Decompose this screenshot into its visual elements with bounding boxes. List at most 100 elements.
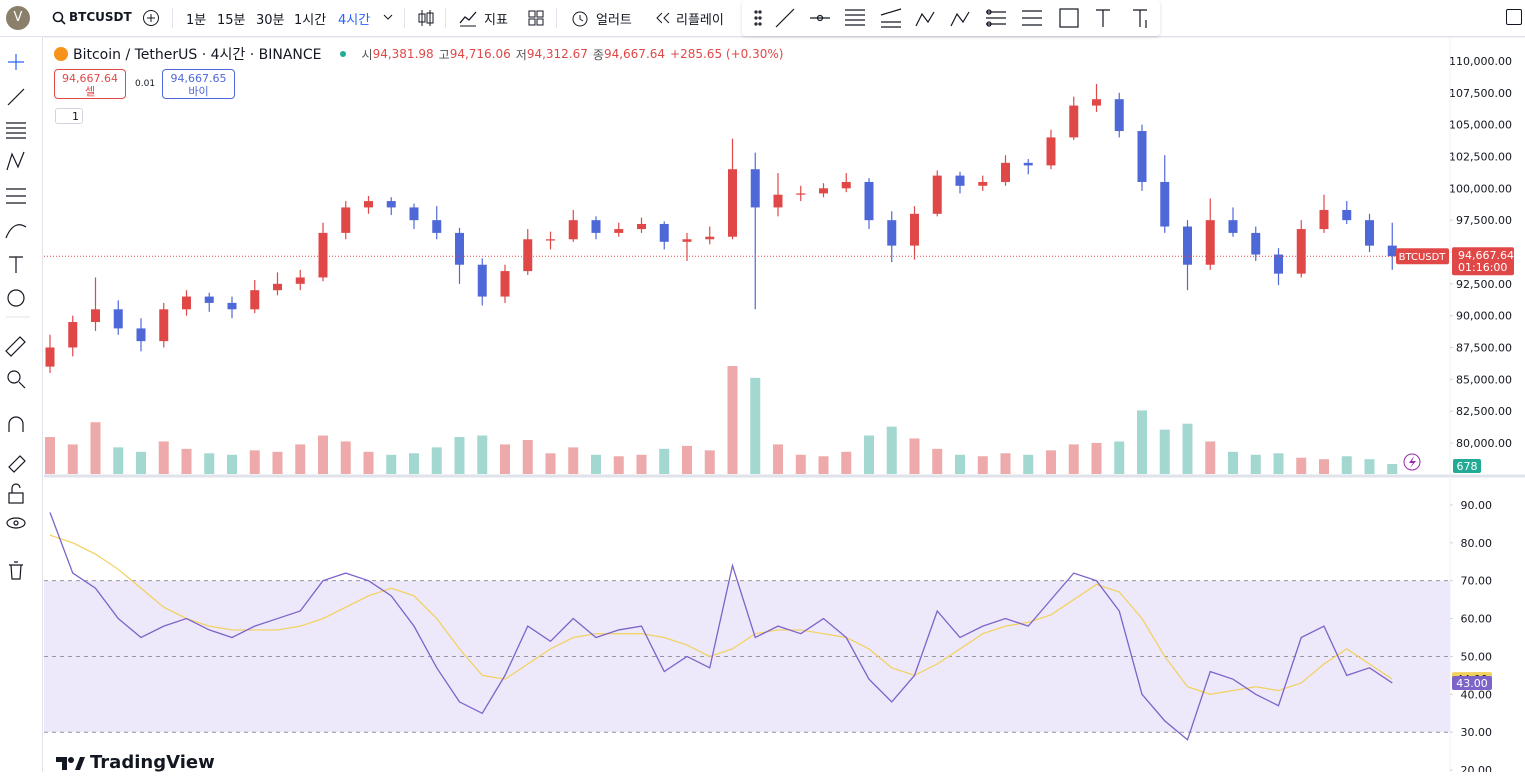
candle-body bbox=[978, 181, 988, 186]
candle-body bbox=[386, 201, 396, 208]
y-tick-label: 82,500.00 bbox=[1456, 405, 1512, 418]
y-tick-label: 102,500.00 bbox=[1449, 150, 1512, 163]
candle-body bbox=[159, 309, 169, 342]
volume-bar bbox=[318, 435, 328, 474]
candle-body bbox=[1046, 137, 1056, 166]
volume-tag-text: 678 bbox=[1457, 460, 1478, 473]
quantity-dropdown[interactable]: 1 bbox=[55, 108, 83, 124]
candle-body bbox=[182, 296, 191, 310]
candle-body bbox=[1274, 254, 1283, 274]
y-tick-label: 92,500.00 bbox=[1456, 278, 1512, 291]
alert-button[interactable]: 얼러트 bbox=[596, 13, 632, 28]
candle-body bbox=[841, 181, 851, 189]
volume-bar bbox=[181, 448, 192, 474]
low-value: 94,312.67 bbox=[526, 47, 588, 61]
volume-tag bbox=[1453, 459, 1481, 473]
volume-bar bbox=[977, 456, 988, 474]
candle-body bbox=[455, 232, 464, 265]
volume-bar bbox=[158, 441, 169, 474]
interval-button[interactable]: 15분 bbox=[217, 13, 246, 28]
y-tick-label: 87,500.00 bbox=[1456, 341, 1512, 354]
volume-bar bbox=[1182, 423, 1193, 474]
volume-bar bbox=[249, 450, 260, 474]
volume-bar bbox=[431, 447, 442, 474]
candle-body bbox=[409, 207, 419, 221]
rsi-line bbox=[49, 534, 1393, 695]
rsi-tick-label: 90.00 bbox=[1461, 499, 1493, 512]
candle-body bbox=[796, 193, 806, 195]
candle-body bbox=[1365, 220, 1374, 246]
candle-body bbox=[295, 277, 305, 284]
replay-icon[interactable] bbox=[655, 12, 671, 24]
volume-bar bbox=[1341, 456, 1352, 474]
volume-bar bbox=[682, 445, 692, 474]
rsi-tick-label: 80.00 bbox=[1461, 537, 1493, 550]
volume-bar bbox=[1000, 453, 1011, 474]
coin-icon bbox=[54, 47, 68, 61]
price-tag-text: 94,667.64 bbox=[1458, 249, 1514, 262]
volume-bar bbox=[204, 453, 215, 474]
candle-body bbox=[1069, 105, 1079, 138]
interval-button[interactable]: 1시간 bbox=[294, 13, 327, 28]
layout-icon[interactable] bbox=[528, 10, 544, 26]
candle-body bbox=[910, 213, 919, 246]
candle-body bbox=[1114, 99, 1124, 132]
tool-icons[interactable] bbox=[0, 37, 42, 772]
candle-body bbox=[1183, 226, 1192, 265]
interval-button[interactable]: 30분 bbox=[256, 13, 285, 28]
candle-body bbox=[1342, 209, 1352, 221]
volume-bar bbox=[363, 451, 374, 474]
y-tick-label: 105,000.00 bbox=[1449, 119, 1512, 132]
candle-body bbox=[705, 236, 715, 240]
volume-bar bbox=[522, 439, 533, 474]
sell-price: 94,667.64 bbox=[62, 72, 118, 85]
indicators-icon[interactable] bbox=[458, 9, 478, 27]
high-label: 고 bbox=[438, 47, 450, 62]
alert-icon[interactable] bbox=[570, 8, 590, 28]
interval-button[interactable]: 4시간 bbox=[338, 13, 371, 28]
volume-bar bbox=[795, 454, 806, 474]
volume-bar bbox=[1114, 441, 1125, 474]
candle-body bbox=[591, 220, 601, 233]
symbol-button[interactable]: BTCUSDT bbox=[69, 10, 132, 24]
candle-body bbox=[887, 220, 897, 246]
volume-bar bbox=[272, 451, 283, 474]
volume-bar bbox=[636, 454, 647, 474]
sell-button[interactable]: 94,667.64 셀 bbox=[54, 69, 126, 99]
volume-bar bbox=[773, 444, 783, 474]
volume-bar bbox=[1319, 459, 1329, 474]
drawing-tools[interactable] bbox=[742, 0, 1160, 36]
buy-button[interactable]: 94,667.65 바이 bbox=[162, 69, 235, 99]
fullscreen-button[interactable] bbox=[1506, 9, 1522, 25]
rsi-tick-label: 50.00 bbox=[1461, 650, 1493, 663]
replay-button[interactable]: 리플레이 bbox=[676, 13, 724, 28]
volume-bar bbox=[750, 377, 761, 474]
candle-body bbox=[864, 181, 874, 221]
y-tick-label: 85,000.00 bbox=[1456, 373, 1512, 386]
user-logo[interactable]: V bbox=[6, 6, 30, 30]
volume-bar bbox=[1364, 459, 1375, 474]
volume-bar bbox=[864, 435, 874, 474]
volume-bar bbox=[1091, 442, 1102, 474]
add-symbol[interactable] bbox=[142, 9, 160, 27]
interval-dropdown[interactable] bbox=[383, 13, 393, 21]
candle-body bbox=[500, 271, 510, 297]
search-icon[interactable] bbox=[52, 11, 66, 25]
legend-title: Bitcoin / TetherUS · 4시간 · BINANCE bbox=[73, 47, 322, 63]
rsi-tick-label: 40.00 bbox=[1461, 688, 1493, 701]
symbol-tag-text: BTCUSDT bbox=[1399, 252, 1447, 263]
bar-style-icon[interactable] bbox=[417, 8, 435, 28]
rsi-tick-label: 60.00 bbox=[1461, 613, 1493, 626]
interval-button[interactable]: 1분 bbox=[186, 13, 207, 28]
volume-bar bbox=[409, 453, 419, 474]
left-toolbar bbox=[0, 37, 43, 772]
y-tick-label: 80,000.00 bbox=[1456, 437, 1512, 450]
symbol-tag bbox=[1396, 248, 1449, 265]
open-label: 시 bbox=[361, 47, 373, 62]
candle-body bbox=[750, 169, 760, 208]
candle-body bbox=[773, 194, 783, 208]
indicators-button[interactable]: 지표 bbox=[484, 13, 508, 28]
countdown-text: 01:16:00 bbox=[1458, 261, 1507, 274]
rsi-value-text: 43.00 bbox=[1456, 677, 1488, 690]
candle-body bbox=[568, 220, 578, 240]
